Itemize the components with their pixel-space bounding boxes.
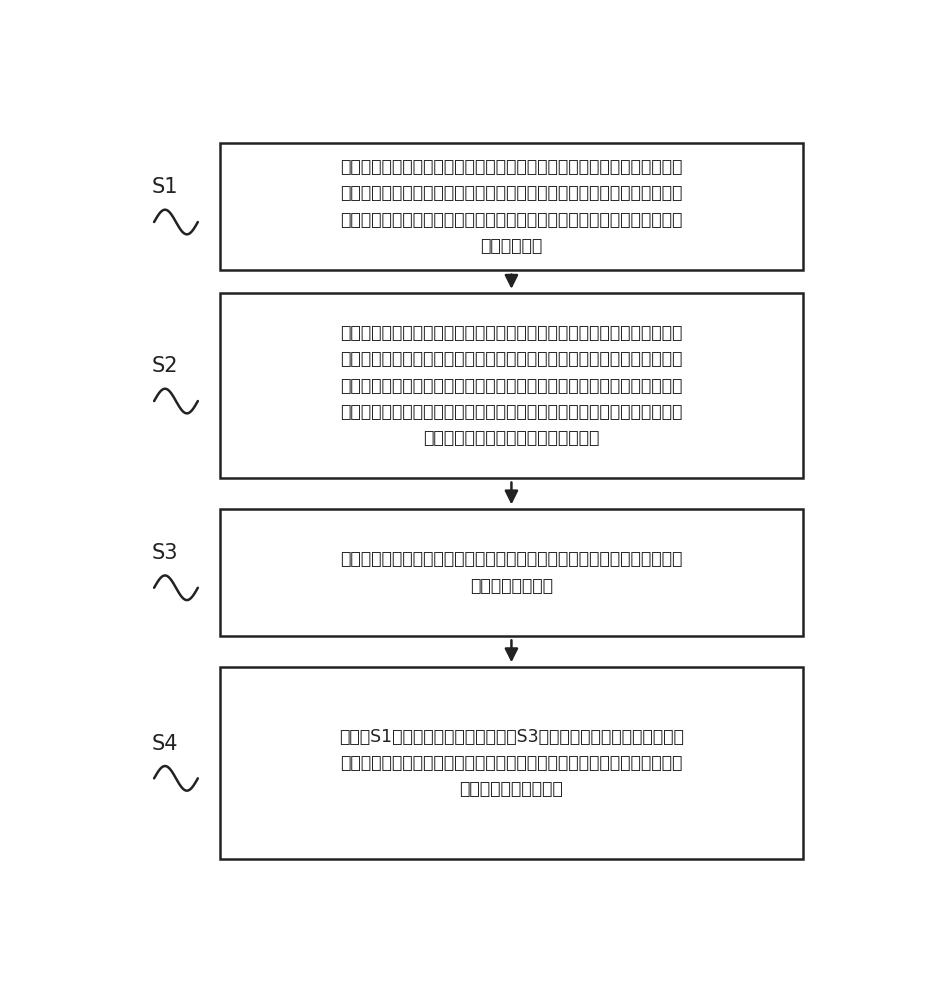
- Text: S2: S2: [152, 356, 178, 376]
- FancyBboxPatch shape: [219, 667, 803, 859]
- Text: 将步骤S1中聚氨酯树脂混合料与步骤S3负离子粉按照预设比例研磨并过
筛，将过筛后的混合粉末导入旋风分离器和排风机进行二次筛选，获得所述
负氧离子热固粉末涂料: 将步骤S1中聚氨酯树脂混合料与步骤S3负离子粉按照预设比例研磨并过 筛，将过筛后…: [339, 728, 684, 798]
- FancyBboxPatch shape: [219, 143, 803, 270]
- Text: 将独居石负离子粉、红外线粉、沸石粉按预设比例经研磨机混合研磨后过筛
获得负离子合成粉: 将独居石负离子粉、红外线粉、沸石粉按预设比例经研磨机混合研磨后过筛 获得负离子合…: [341, 550, 682, 595]
- Text: 将聚氨酯树脂、固化剂、流平剂、光亮剂、安息香、钛白粉以及沉淀硫酸钡
按照预设质量分数在混合罐中混合搅拌预设时长后经螺杆挤出机熔融挤出，
并在基础后经冷却压片机冷: 将聚氨酯树脂、固化剂、流平剂、光亮剂、安息香、钛白粉以及沉淀硫酸钡 按照预设质量…: [341, 158, 682, 255]
- Text: S1: S1: [152, 177, 178, 197]
- Text: S4: S4: [152, 734, 178, 754]
- Text: S3: S3: [152, 543, 178, 563]
- FancyBboxPatch shape: [219, 509, 803, 636]
- FancyBboxPatch shape: [219, 293, 803, 478]
- Text: 将独居石粉与水按照预设质量比例在第一预设温度下在混合反应釜中混合搅
拌，并在搅拌混合完全时降低温度至第二预设温度后加入草酸乙二酸进行酸
洗，在酸洗完成时加入次氯: 将独居石粉与水按照预设质量比例在第一预设温度下在混合反应釜中混合搅 拌，并在搅拌…: [341, 324, 682, 447]
